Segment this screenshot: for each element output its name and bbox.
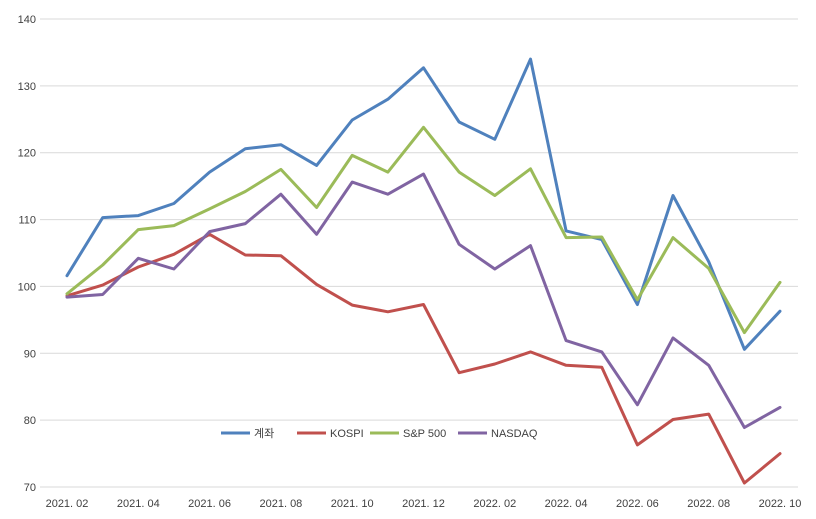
y-tick-label: 100	[18, 281, 36, 293]
series-line-2	[65, 125, 782, 335]
legend: 계좌 KOSPI S&P 500 NASDAQ	[221, 427, 538, 440]
x-tick-label: 2021. 02	[46, 498, 89, 510]
x-tick-label: 2021. 12	[402, 498, 445, 510]
legend-label: KOSPI	[330, 428, 364, 440]
legend-label: NASDAQ	[491, 428, 538, 440]
x-tick-label: 2021. 10	[331, 498, 374, 510]
x-tick-label: 2022. 02	[473, 498, 516, 510]
x-axis: 2021. 02 2021. 04 2021. 06 2021. 08 2021. 10…	[46, 498, 802, 510]
y-axis: 70 80 90 100 110 120 130 140	[18, 14, 36, 494]
series-lines	[65, 57, 782, 485]
x-tick-label: 2021. 08	[259, 498, 302, 510]
y-tick-label: 120	[18, 148, 36, 160]
x-tick-label: 2022. 10	[759, 498, 802, 510]
y-tick-label: 80	[24, 415, 36, 427]
gridlines	[40, 18, 798, 488]
x-tick-label: 2021. 06	[188, 498, 231, 510]
y-tick-label: 90	[24, 348, 36, 360]
x-tick-label: 2022. 04	[545, 498, 588, 510]
y-tick-label: 70	[24, 482, 36, 494]
y-tick-label: 140	[18, 14, 36, 26]
x-tick-label: 2022. 08	[687, 498, 730, 510]
y-tick-label: 110	[18, 215, 36, 227]
x-tick-label: 2021. 04	[117, 498, 160, 510]
legend-label: 계좌	[254, 427, 274, 440]
y-tick-label: 130	[18, 81, 36, 93]
series-line-1	[65, 232, 782, 485]
legend-label: S&P 500	[403, 428, 446, 440]
series-line-3	[65, 172, 782, 429]
x-tick-label: 2022. 06	[616, 498, 659, 510]
